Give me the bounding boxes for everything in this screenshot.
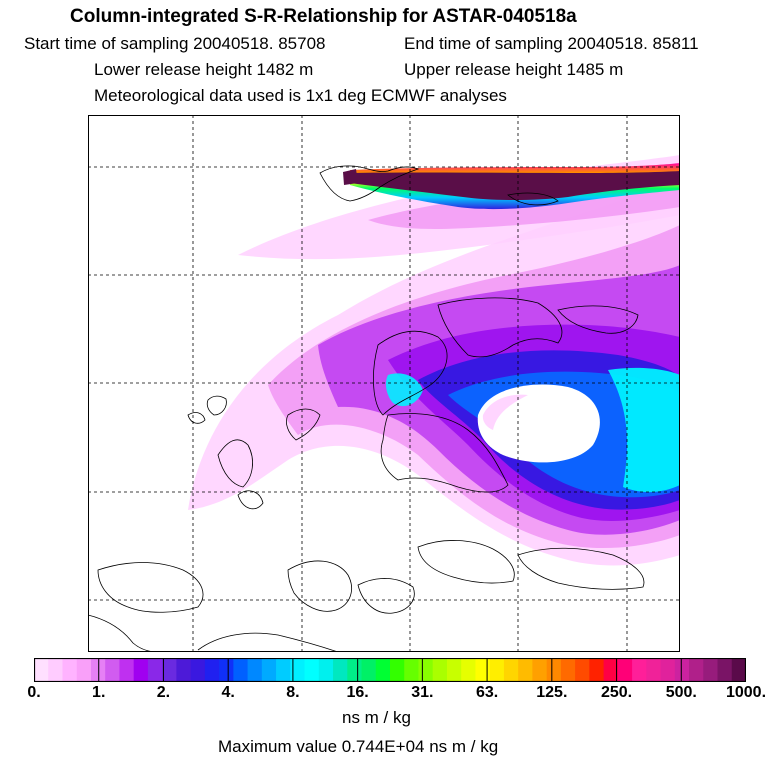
upper-release-height-text: Upper release height 1485 m — [404, 60, 624, 79]
color-scale-tick-label: 8. — [286, 684, 300, 701]
color-scale-cell — [48, 658, 64, 682]
color-scale-cell — [147, 658, 163, 682]
concentration-field — [188, 155, 680, 566]
color-scale-cell — [375, 658, 391, 682]
lower-release-height-text: Lower release height 1482 m — [94, 60, 314, 79]
color-scale-cell — [475, 658, 491, 682]
color-scale-cell — [503, 658, 519, 682]
color-scale-tick-label: 63. — [475, 684, 499, 701]
color-scale-cell — [318, 658, 334, 682]
color-scale-tick-label: 16. — [346, 684, 369, 701]
color-scale-cell — [361, 658, 377, 682]
color-scale-cell — [34, 658, 49, 682]
meteorological-data-text: Meteorological data used is 1x1 deg ECMW… — [94, 86, 507, 105]
color-scale-cell — [261, 658, 277, 682]
color-scale-cell — [247, 658, 263, 682]
color-scale-cell — [689, 658, 704, 682]
color-scale-cell — [703, 658, 719, 682]
color-scale-cell — [219, 658, 234, 682]
color-scale-tick-label: 2. — [156, 684, 171, 701]
color-scale-cell — [290, 658, 306, 682]
color-scale-cell — [617, 658, 633, 682]
color-scale-tick-label: 125. — [536, 684, 568, 701]
color-scale-cell — [560, 658, 576, 682]
end-time-text: End time of sampling 20040518. 85811 — [404, 34, 699, 53]
color-scale-cell — [518, 658, 533, 682]
page-title: Column-integrated S-R-Relationship for A… — [70, 6, 577, 27]
color-scale-cell — [333, 658, 348, 682]
color-scale-cell — [575, 658, 590, 682]
color-scale-cell — [589, 658, 605, 682]
color-scale-cell — [418, 658, 434, 682]
units-label: ns m / kg — [342, 708, 411, 727]
source-plume-core — [350, 171, 680, 200]
color-scale-tick-label: 1. — [92, 684, 106, 701]
color-scale-tick-label: 250. — [600, 684, 633, 701]
color-scale-cell — [190, 658, 206, 682]
color-scale-cell — [62, 658, 78, 682]
color-scale-cell — [347, 658, 363, 682]
color-scale-cell — [532, 658, 548, 682]
color-scale-cell — [204, 658, 220, 682]
color-scale-cell — [304, 658, 320, 682]
color-scale-cell — [717, 658, 733, 682]
color-scale-cell — [546, 658, 562, 682]
color-scale-cell — [105, 658, 121, 682]
color-scale-tick-label: 31. — [411, 684, 434, 701]
color-scale-cell — [632, 658, 647, 682]
color-scale-cell — [76, 658, 92, 682]
color-scale-cell — [603, 658, 619, 682]
color-scale-cell — [404, 658, 420, 682]
color-scale-cell — [489, 658, 505, 682]
color-scale-bar — [34, 658, 746, 682]
color-scale-cell — [176, 658, 192, 682]
color-scale-cell — [731, 658, 746, 682]
color-scale-cell — [660, 658, 676, 682]
color-scale-cell — [133, 658, 149, 682]
color-scale-cell — [162, 658, 177, 682]
map-frame — [88, 115, 680, 652]
start-time-text: Start time of sampling 20040518. 85708 — [24, 34, 326, 53]
color-scale-frame — [34, 658, 746, 682]
field-pale-core-rim — [482, 394, 528, 430]
color-scale-cell — [446, 658, 462, 682]
color-scale-cell — [461, 658, 477, 682]
color-scale-tick-label: 0. — [27, 684, 41, 701]
sr-relationship-map — [88, 115, 680, 652]
source-point — [343, 169, 358, 185]
field-blank-core — [477, 384, 600, 463]
color-scale-cell — [646, 658, 662, 682]
field-cyan-left-patch — [385, 373, 423, 407]
color-scale-cell — [119, 658, 135, 682]
color-scale-tick-label: 4. — [221, 684, 235, 701]
color-scale-tick-label: 500. — [665, 684, 697, 701]
color-scale-tick-label: 1000. — [725, 684, 767, 701]
maximum-value-text: Maximum value 0.744E+04 ns m / kg — [218, 737, 499, 756]
color-scale-cell — [674, 658, 690, 682]
color-scale-cell — [432, 658, 448, 682]
color-scale-cell — [233, 658, 249, 682]
color-scale-cell — [390, 658, 405, 682]
color-scale-cell — [276, 658, 291, 682]
graticule — [88, 115, 680, 652]
field-cyan-region — [608, 367, 680, 493]
